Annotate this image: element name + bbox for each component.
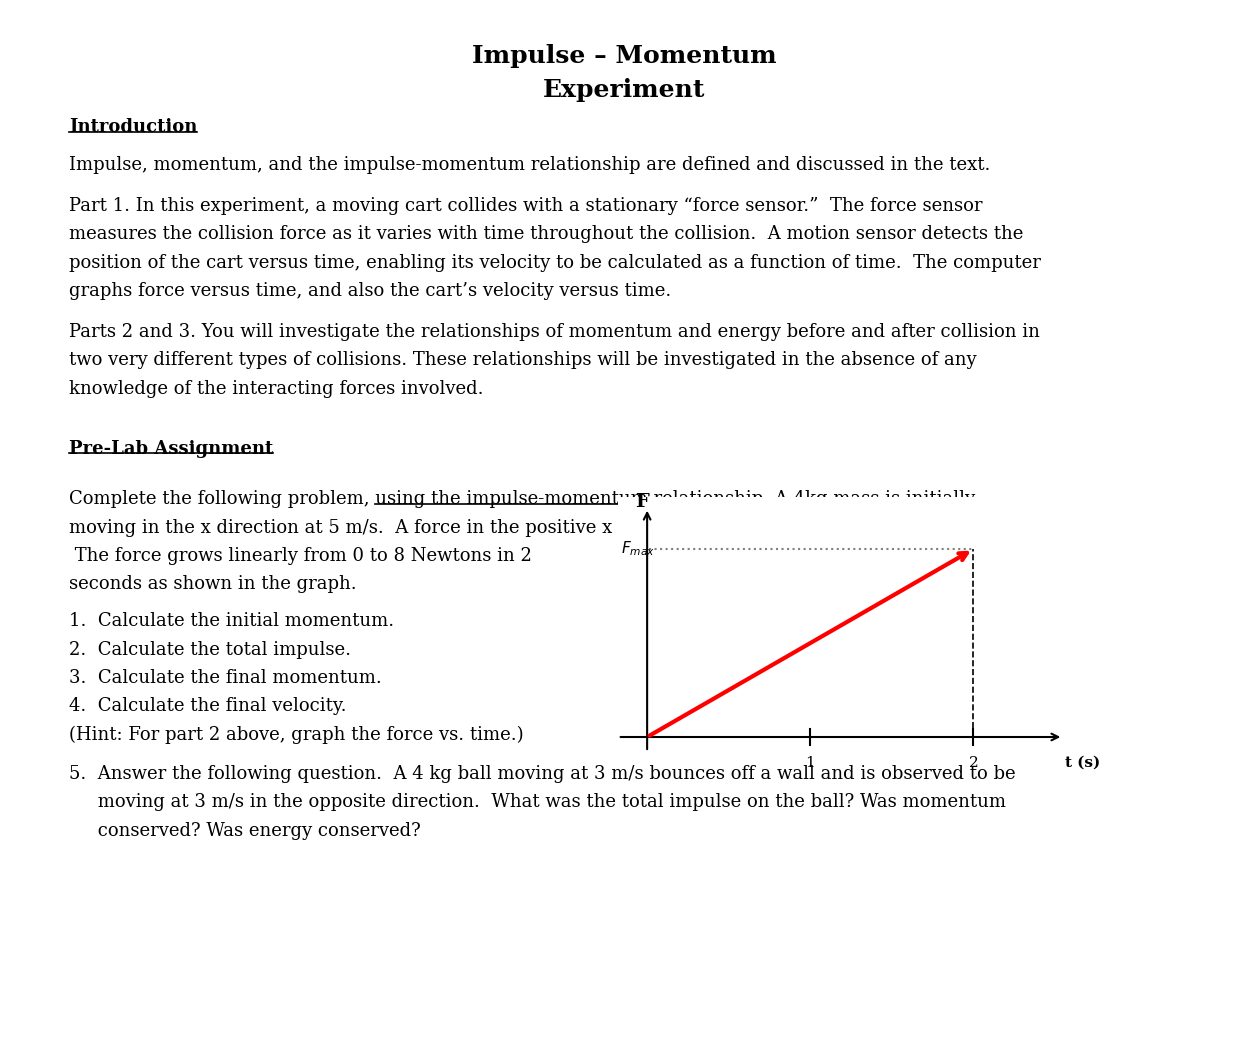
Text: t (s): t (s) — [1065, 755, 1099, 770]
Text: Impulse – Momentum: Impulse – Momentum — [472, 44, 776, 68]
Text: 3.  Calculate the final momentum.: 3. Calculate the final momentum. — [69, 669, 382, 687]
Text: Impulse, momentum, and the impulse-momentum relationship are defined and discuss: Impulse, momentum, and the impulse-momen… — [69, 156, 990, 174]
Text: 1.  Calculate the initial momentum.: 1. Calculate the initial momentum. — [69, 612, 394, 630]
Text: F: F — [635, 493, 649, 511]
Text: seconds as shown in the graph.: seconds as shown in the graph. — [69, 575, 356, 593]
Text: Experiment: Experiment — [543, 78, 705, 102]
Text: graphs force versus time, and also the cart’s velocity versus time.: graphs force versus time, and also the c… — [69, 282, 671, 300]
Text: moving in the x direction at 5 m/s.  A force in the positive x direction acts on: moving in the x direction at 5 m/s. A fo… — [69, 519, 961, 537]
Text: position of the cart versus time, enabling its velocity to be calculated as a fu: position of the cart versus time, enabli… — [69, 254, 1041, 271]
Text: Complete the following problem, using the impulse-momentum relationship. A 4kg m: Complete the following problem, using th… — [69, 490, 975, 508]
Text: moving at 3 m/s in the opposite direction.  What was the total impulse on the ba: moving at 3 m/s in the opposite directio… — [69, 793, 1006, 811]
Text: two very different types of collisions. These relationships will be investigated: two very different types of collisions. … — [69, 351, 976, 369]
Text: Pre-Lab Assignment: Pre-Lab Assignment — [69, 440, 273, 458]
Text: Part 1. In this experiment, a moving cart collides with a stationary “force sens: Part 1. In this experiment, a moving car… — [69, 197, 982, 215]
Text: The force grows linearly from 0 to 8 Newtons in 2: The force grows linearly from 0 to 8 New… — [69, 547, 532, 565]
Text: measures the collision force as it varies with time throughout the collision.  A: measures the collision force as it varie… — [69, 225, 1023, 243]
Text: Parts 2 and 3. You will investigate the relationships of momentum and energy bef: Parts 2 and 3. You will investigate the … — [69, 323, 1040, 341]
Text: 2.  Calculate the total impulse.: 2. Calculate the total impulse. — [69, 641, 351, 659]
Text: conserved? Was energy conserved?: conserved? Was energy conserved? — [69, 822, 421, 839]
Text: 1: 1 — [805, 755, 815, 770]
Text: $F_{max}$: $F_{max}$ — [622, 540, 655, 559]
Text: knowledge of the interacting forces involved.: knowledge of the interacting forces invo… — [69, 380, 483, 398]
Text: 2: 2 — [968, 755, 978, 770]
Text: 4.  Calculate the final velocity.: 4. Calculate the final velocity. — [69, 697, 346, 715]
Text: (Hint: For part 2 above, graph the force vs. time.): (Hint: For part 2 above, graph the force… — [69, 726, 523, 744]
Text: Introduction: Introduction — [69, 118, 197, 136]
Text: 5.  Answer the following question.  A 4 kg ball moving at 3 m/s bounces off a wa: 5. Answer the following question. A 4 kg… — [69, 765, 1016, 783]
